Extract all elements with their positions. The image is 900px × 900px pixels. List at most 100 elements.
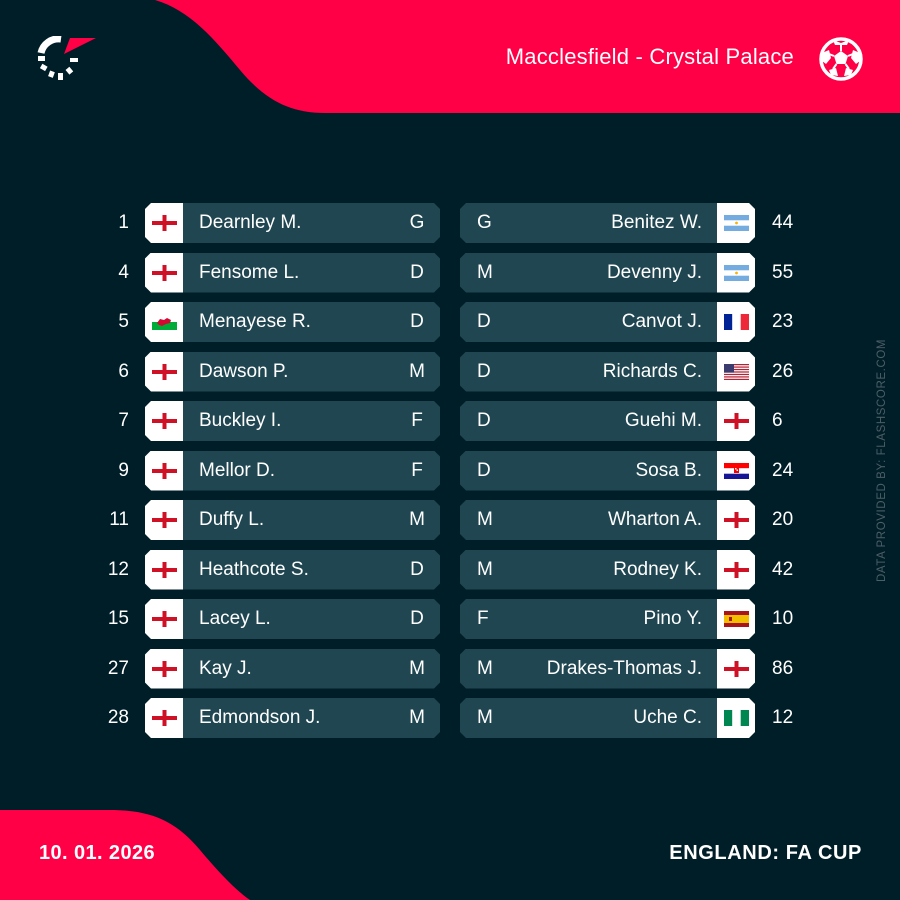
player-card: G Benitez W. <box>460 203 755 243</box>
player-card: Buckley I. F <box>145 401 440 441</box>
shirt-number: 86 <box>772 657 794 679</box>
player-position: M <box>477 558 493 580</box>
player-name: Kay J. <box>199 657 252 679</box>
player-name: Buckley I. <box>199 410 282 431</box>
player-card: Kay J. M <box>145 648 440 689</box>
match-date: 10. 01. 2026 <box>39 842 156 864</box>
player-card: Menayese R. D <box>145 302 440 342</box>
player-row[interactable]: D Richards C. 26 <box>460 351 800 392</box>
player-name: Dawson P. <box>199 360 289 382</box>
shirt-number: 42 <box>772 558 794 580</box>
shirt-number: 27 <box>107 657 129 679</box>
player-name: Menayese R. <box>199 311 311 332</box>
player-position: M <box>409 360 425 382</box>
player-name: Dearnley M. <box>199 212 302 233</box>
player-row[interactable]: 7 Buckley I. F <box>100 401 440 441</box>
away-lineup: G Benitez W. 44 M Devenny J. 55 D Canvot J. 23 D R… <box>460 203 800 748</box>
player-card: M Rodney K. <box>460 549 755 590</box>
shirt-number: 4 <box>118 261 129 283</box>
player-name: Lacey L. <box>199 608 271 629</box>
player-position: M <box>477 707 493 728</box>
player-row[interactable]: 1 Dearnley M. G <box>100 203 440 243</box>
player-position: D <box>477 311 491 332</box>
player-name: Mellor D. <box>199 459 276 481</box>
player-row[interactable]: D Sosa B. 24 <box>460 450 800 491</box>
flag-england-icon <box>145 648 183 689</box>
shirt-number: 24 <box>772 459 794 481</box>
shirt-number: 5 <box>118 311 129 332</box>
player-row[interactable]: 11 Duffy L. M <box>100 500 440 540</box>
player-row[interactable]: 5 Menayese R. D <box>100 302 440 342</box>
player-position: G <box>409 212 425 233</box>
flag-england-icon <box>717 648 755 689</box>
shirt-number: 12 <box>772 707 794 728</box>
shirt-number: 15 <box>107 608 129 629</box>
player-position: D <box>477 360 491 382</box>
shirt-number: 20 <box>772 509 794 530</box>
shirt-number: 12 <box>107 558 129 580</box>
player-position: D <box>477 459 491 481</box>
player-row[interactable]: 15 Lacey L. D <box>100 599 440 639</box>
player-row[interactable]: 27 Kay J. M <box>100 648 440 689</box>
flag-england-icon <box>717 549 755 590</box>
player-row[interactable]: D Canvot J. 23 <box>460 302 800 342</box>
flag-nigeria-icon <box>717 698 755 738</box>
player-position: M <box>409 509 425 530</box>
player-card: D Canvot J. <box>460 302 755 342</box>
player-position: M <box>477 261 493 283</box>
player-card: F Pino Y. <box>460 599 755 639</box>
player-card: Dawson P. M <box>145 351 440 392</box>
shirt-number: 23 <box>772 311 794 332</box>
player-position: G <box>477 212 492 233</box>
player-row[interactable]: M Devenny J. 55 <box>460 252 800 293</box>
flag-england-icon <box>145 203 183 243</box>
player-position: F <box>477 608 489 629</box>
player-name: Wharton A. <box>608 509 702 530</box>
player-position: D <box>410 608 424 629</box>
player-position: D <box>410 311 424 332</box>
player-name: Heathcote S. <box>199 558 309 580</box>
shirt-number: 10 <box>772 608 794 629</box>
player-row[interactable]: 9 Mellor D. F <box>100 450 440 491</box>
player-card: M Drakes-Thomas J. <box>460 648 755 689</box>
player-card: Heathcote S. D <box>145 549 440 590</box>
player-row[interactable]: M Wharton A. 20 <box>460 500 800 540</box>
soccer-ball-icon <box>819 37 863 81</box>
flag-england-icon <box>145 549 183 590</box>
player-row[interactable]: M Rodney K. 42 <box>460 549 800 590</box>
player-name: Drakes-Thomas J. <box>546 657 702 679</box>
shirt-number: 6 <box>772 410 783 431</box>
player-name: Pino Y. <box>643 608 702 629</box>
flag-croatia-icon <box>717 450 755 491</box>
flag-argentina-icon <box>717 203 755 243</box>
player-position: D <box>410 558 424 580</box>
player-row[interactable]: 28 Edmondson J. M <box>100 698 440 738</box>
flag-usa-icon <box>717 351 755 392</box>
player-name: Richards C. <box>602 360 702 382</box>
player-row[interactable]: D Guehi M. 6 <box>460 401 800 441</box>
player-row[interactable]: M Uche C. 12 <box>460 698 800 738</box>
flag-france-icon <box>717 302 755 342</box>
flag-england-icon <box>145 500 183 540</box>
player-card: Fensome L. D <box>145 252 440 293</box>
shirt-number: 55 <box>772 261 794 283</box>
flag-england-icon <box>145 599 183 639</box>
player-card: M Wharton A. <box>460 500 755 540</box>
player-card: Lacey L. D <box>145 599 440 639</box>
flag-england-icon <box>717 401 755 441</box>
player-card: Edmondson J. M <box>145 698 440 738</box>
player-row[interactable]: 6 Dawson P. M <box>100 351 440 392</box>
player-row[interactable]: 12 Heathcote S. D <box>100 549 440 590</box>
player-row[interactable]: M Drakes-Thomas J. 86 <box>460 648 800 689</box>
player-name: Benitez W. <box>611 212 702 233</box>
shirt-number: 6 <box>118 360 129 382</box>
player-name: Uche C. <box>633 707 702 728</box>
flashscore-logo-icon <box>37 36 96 80</box>
data-credit: DATA PROVIDED BY: FLASHSCORE.COM <box>876 338 888 582</box>
player-row[interactable]: 4 Fensome L. D <box>100 252 440 293</box>
shirt-number: 26 <box>772 360 794 382</box>
flag-england-icon <box>145 351 183 392</box>
player-row[interactable]: F Pino Y. 10 <box>460 599 800 639</box>
player-row[interactable]: G Benitez W. 44 <box>460 203 800 243</box>
